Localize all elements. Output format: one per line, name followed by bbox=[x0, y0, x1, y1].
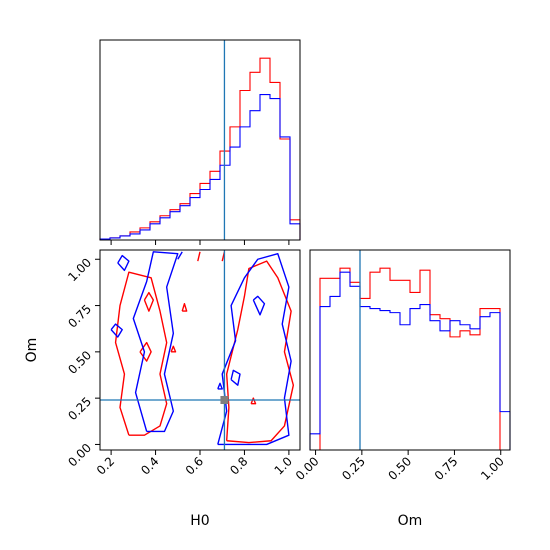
x-tick-label-1: 0.4 bbox=[138, 454, 161, 477]
x-axis-label-om: Om bbox=[398, 513, 423, 529]
contour-blue-4 bbox=[252, 295, 266, 316]
contour-blue-0 bbox=[132, 251, 179, 433]
y-tick-label-0: 0.00 bbox=[65, 441, 94, 470]
contour-blue-3 bbox=[217, 252, 292, 446]
y-axis-label-om: Om bbox=[24, 338, 40, 363]
contour-red-8 bbox=[250, 397, 257, 405]
om-histograms bbox=[309, 267, 511, 451]
contour-frame bbox=[99, 249, 301, 451]
om-marginal-frame bbox=[309, 249, 511, 451]
h0-hist-blue-series bbox=[99, 94, 301, 240]
x-tick-label-3: 0.8 bbox=[227, 454, 250, 477]
y-tick-label-4: 1.00 bbox=[65, 255, 94, 284]
om-hist-red-series bbox=[310, 267, 510, 451]
h0-marginal-ticks bbox=[110, 240, 290, 245]
contour-red-1 bbox=[143, 291, 155, 312]
om-tick-label-1: 0.25 bbox=[339, 454, 368, 483]
om-hist-blue-series bbox=[309, 271, 511, 450]
om-tick-label-2: 0.50 bbox=[385, 454, 414, 483]
contour-red-3 bbox=[225, 260, 295, 444]
x-tick-label-2: 0.6 bbox=[183, 454, 206, 477]
contour-red-6 bbox=[181, 303, 188, 312]
h0-marginal-frame bbox=[99, 39, 301, 241]
contour-red-7 bbox=[170, 345, 177, 353]
x-tick-label-4: 1.0 bbox=[272, 454, 295, 477]
y-tick-label-1: 0.25 bbox=[65, 394, 94, 423]
panel-om-marginal: 0.00 0.25 0.50 0.75 1.00 Om bbox=[293, 249, 511, 529]
panel-h0-om-contour: 0.2 0.4 0.6 0.8 1.0 0.00 0.25 0.50 0.75 1.00 H0 O… bbox=[24, 249, 301, 529]
om-marginal-ticks: 0.00 0.25 0.50 0.75 1.00 bbox=[293, 450, 507, 483]
h0-hist-red-series bbox=[99, 57, 301, 240]
om-tick-label-4: 1.00 bbox=[478, 454, 507, 483]
x-tick-label-0: 0.2 bbox=[94, 454, 117, 477]
contour-red-2 bbox=[139, 341, 152, 362]
contour-blue-5 bbox=[230, 369, 241, 386]
om-tick-label-0: 0.00 bbox=[293, 454, 322, 483]
truth-marker bbox=[220, 396, 229, 404]
y-tick-label-2: 0.50 bbox=[65, 348, 94, 377]
contour-blue-7 bbox=[217, 382, 223, 390]
y-tick-label-3: 0.75 bbox=[65, 302, 94, 331]
om-tick-label-3: 0.75 bbox=[432, 454, 461, 483]
contour-blue-6 bbox=[177, 251, 183, 260]
panel-h0-marginal bbox=[99, 39, 301, 245]
contour-blue-1 bbox=[110, 323, 123, 338]
truth-point bbox=[220, 396, 229, 404]
h0-histograms bbox=[99, 57, 301, 240]
x-axis-label-h0: H0 bbox=[190, 513, 209, 529]
contour-blue-2 bbox=[117, 254, 130, 272]
contour-red-0 bbox=[114, 271, 168, 436]
contour-red-4 bbox=[197, 251, 201, 262]
contour-lines bbox=[110, 251, 295, 446]
